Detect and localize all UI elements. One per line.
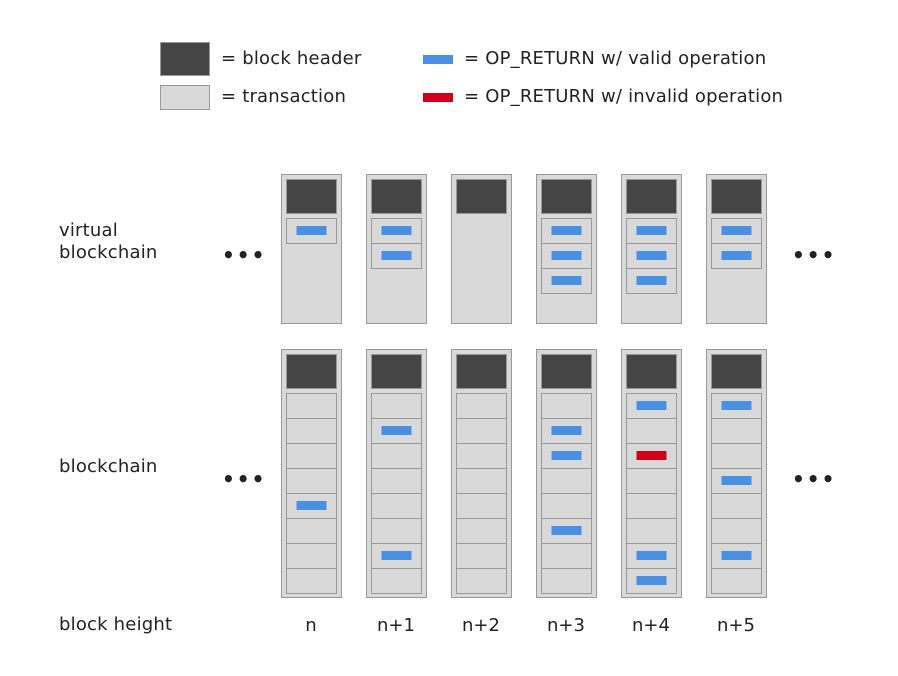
chain-block-4-tx-5	[626, 518, 677, 544]
virtual-block-5-header	[711, 179, 762, 214]
chain-block-0-tx-5	[286, 518, 337, 544]
virtual-block-0-op-return-valid	[296, 226, 327, 235]
chain-block-3-tx-4	[541, 493, 592, 519]
chain-block-0-header	[286, 354, 337, 389]
chain-block-2-tx-3	[456, 468, 507, 494]
chain-block-5-op-return-valid	[721, 551, 752, 560]
chain-block-1-tx-0	[371, 393, 422, 419]
virtual-block-3-tx-2	[541, 268, 592, 294]
blockchain-label: blockchain	[59, 456, 158, 477]
chain-block-2-tx-5	[456, 518, 507, 544]
chain-block-5-tx-5	[711, 518, 762, 544]
chain-block-5-tx-4	[711, 493, 762, 519]
chain-block-4-op-return-invalid	[636, 451, 667, 460]
legend-transaction-swatch	[160, 85, 210, 110]
chain-block-1-tx-2	[371, 443, 422, 469]
chain-block-3-tx-7	[541, 568, 592, 594]
chain-block-0-tx-7	[286, 568, 337, 594]
block-height-n3: n+3	[547, 615, 585, 636]
chain-block-0-tx-3	[286, 468, 337, 494]
virtual-block-1-op-return-valid	[381, 251, 412, 260]
chain-block-1-tx-4	[371, 493, 422, 519]
chain-block-3-tx-5	[541, 518, 592, 544]
legend-invalid-swatch	[423, 93, 453, 102]
chain-block-5-tx-1	[711, 418, 762, 444]
virtual-block-1-op-return-valid	[381, 226, 412, 235]
block-height-n2: n+2	[462, 615, 500, 636]
chain-block-3-tx-6	[541, 543, 592, 569]
virtual-block-4-op-return-valid	[636, 276, 667, 285]
chain-block-4-tx-4	[626, 493, 677, 519]
legend-invalid-label: = OP_RETURN w/ invalid operation	[464, 86, 784, 107]
chain-block-1-tx-5	[371, 518, 422, 544]
chain-block-4-tx-1	[626, 418, 677, 444]
chain-block-2-tx-2	[456, 443, 507, 469]
chain-block-4-op-return-valid	[636, 551, 667, 560]
virtual-block-3-op-return-valid	[551, 276, 582, 285]
blockchain-ellipsis-right: •••	[792, 467, 837, 491]
chain-block-5-tx-2	[711, 443, 762, 469]
legend-transaction-label: = transaction	[221, 86, 347, 107]
virtual-block-4-op-return-valid	[636, 251, 667, 260]
block-height-label: block height	[59, 614, 173, 635]
chain-block-0-tx-0	[286, 393, 337, 419]
chain-block-3-op-return-valid	[551, 426, 582, 435]
chain-block-3-op-return-valid	[551, 451, 582, 460]
chain-block-4-header	[626, 354, 677, 389]
virtual-block-4-header	[626, 179, 677, 214]
legend-valid-swatch	[423, 55, 453, 64]
virtual-blockchain-label: virtual blockchain	[59, 220, 158, 263]
chain-block-4-tx-3	[626, 468, 677, 494]
chain-block-1-op-return-valid	[381, 551, 412, 560]
virtual-block-4-op-return-valid	[636, 226, 667, 235]
chain-block-0-tx-1	[286, 418, 337, 444]
legend-header-swatch	[160, 42, 210, 76]
chain-block-4-op-return-valid	[636, 576, 667, 585]
chain-block-1-tx-7	[371, 568, 422, 594]
virtual-block-5-op-return-valid	[721, 251, 752, 260]
chain-block-1-op-return-valid	[381, 426, 412, 435]
chain-block-2-tx-0	[456, 393, 507, 419]
chain-block-0-op-return-valid	[296, 501, 327, 510]
chain-block-5-op-return-valid	[721, 401, 752, 410]
virtual-block-1-header	[371, 179, 422, 214]
chain-block-3-tx-0	[541, 393, 592, 419]
legend-header-label: = block header	[221, 48, 362, 69]
block-height-n5: n+5	[717, 615, 755, 636]
block-height-n: n	[305, 615, 317, 636]
chain-block-0-tx-6	[286, 543, 337, 569]
chain-block-2-tx-1	[456, 418, 507, 444]
chain-block-3-header	[541, 354, 592, 389]
block-height-n4: n+4	[632, 615, 670, 636]
virtual-block-0-header	[286, 179, 337, 214]
virtual-block-5-op-return-valid	[721, 226, 752, 235]
chain-block-5-tx-7	[711, 568, 762, 594]
virtual-ellipsis-right: •••	[792, 243, 837, 267]
chain-block-1-header	[371, 354, 422, 389]
blockchain-ellipsis-left: •••	[222, 467, 267, 491]
chain-block-2-header	[456, 354, 507, 389]
virtual-block-3-op-return-valid	[551, 251, 582, 260]
chain-block-1-tx-3	[371, 468, 422, 494]
chain-block-2-tx-4	[456, 493, 507, 519]
chain-block-4-op-return-valid	[636, 401, 667, 410]
chain-block-2-tx-7	[456, 568, 507, 594]
legend-valid-label: = OP_RETURN w/ valid operation	[464, 48, 767, 69]
chain-block-2-tx-6	[456, 543, 507, 569]
virtual-ellipsis-left: •••	[222, 243, 267, 267]
virtual-block-2-header	[456, 179, 507, 214]
chain-block-3-tx-3	[541, 468, 592, 494]
chain-block-5-header	[711, 354, 762, 389]
chain-block-0-tx-2	[286, 443, 337, 469]
block-height-n1: n+1	[377, 615, 415, 636]
virtual-block-3-header	[541, 179, 592, 214]
virtual-block-3-op-return-valid	[551, 226, 582, 235]
chain-block-3-op-return-valid	[551, 526, 582, 535]
chain-block-5-op-return-valid	[721, 476, 752, 485]
